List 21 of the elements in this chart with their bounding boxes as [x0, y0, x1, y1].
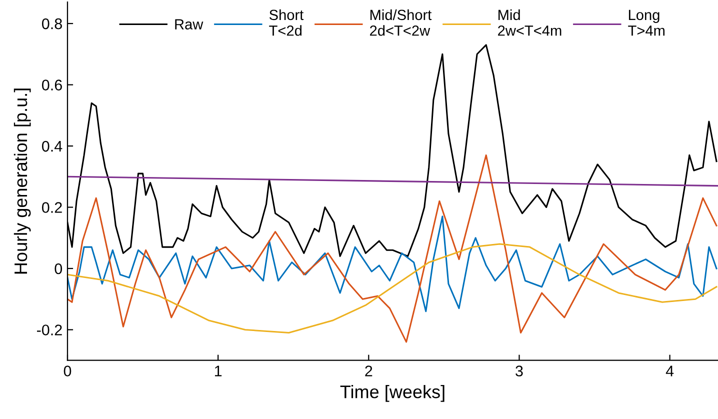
legend-label: Mid/Short 2d<T<2w	[370, 9, 432, 36]
x-tick-label: 4	[666, 366, 674, 376]
y-tick-label: 0	[54, 263, 62, 274]
y-tick-label: 0.6	[42, 80, 62, 90]
y-tick-label: 0.8	[42, 18, 62, 30]
line-series	[67, 154, 718, 343]
y-tick-label: -0.2	[36, 324, 62, 336]
legend-label: Mid 2w<T<4m	[498, 9, 562, 36]
y-tick-label: 0.2	[42, 202, 62, 213]
legend-label: Short T<2d	[269, 9, 304, 36]
line-series	[67, 243, 718, 334]
y-tick-label: 0.4	[42, 140, 62, 152]
x-tick-label: 2	[365, 366, 372, 376]
x-axis-title: Time [weeks]	[340, 385, 444, 402]
legend-label: Raw	[175, 19, 204, 30]
x-tick-label: 3	[516, 366, 523, 376]
line-series	[67, 216, 718, 312]
x-tick-label: 1	[214, 366, 222, 376]
legend-label: Long T>4m	[628, 10, 664, 36]
y-axis-title: Hourly generation [p.u.]	[14, 88, 31, 274]
x-tick-label: 0	[64, 366, 72, 376]
